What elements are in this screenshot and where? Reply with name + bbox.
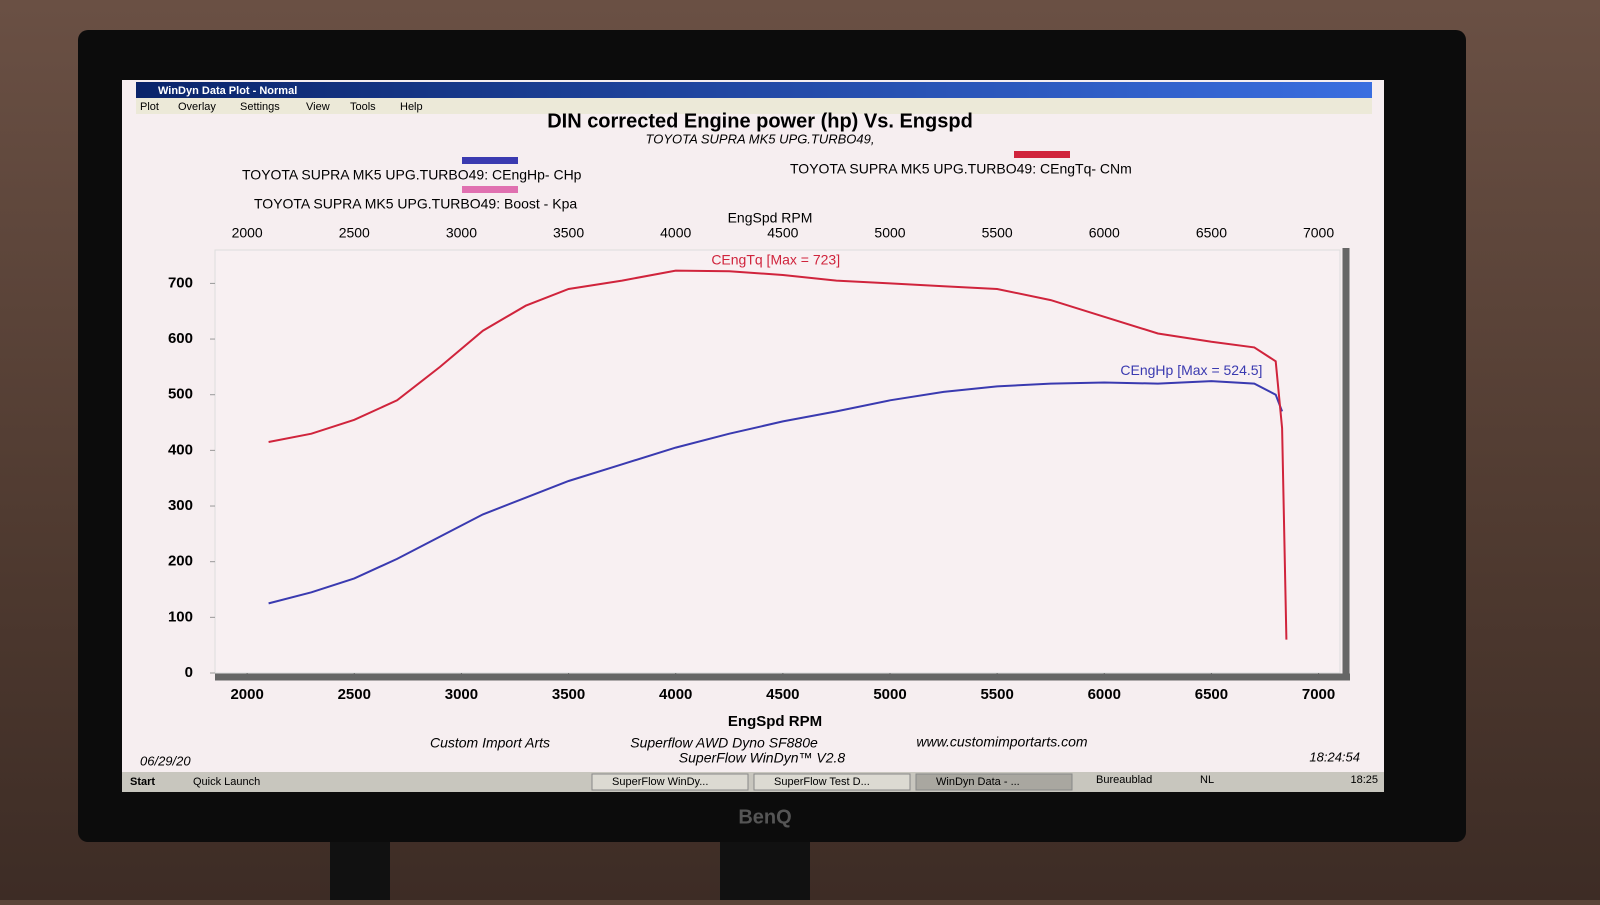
legend-label: TOYOTA SUPRA MK5 UPG.TURBO49: CEngTq- CN… <box>790 161 1132 177</box>
x-tick-label: 4000 <box>659 686 692 703</box>
menu-item[interactable]: Settings <box>240 101 280 113</box>
legend-swatch <box>462 186 518 193</box>
annotation: CEngHp [Max = 524.5] <box>1120 362 1262 378</box>
menu-bar <box>136 98 1372 114</box>
menu-item[interactable]: View <box>306 101 330 113</box>
x-tick-label: 5500 <box>980 686 1013 703</box>
x-tick-label: 4500 <box>766 686 799 703</box>
footer-time: 18:24:54 <box>1309 749 1360 764</box>
task-label[interactable]: SuperFlow WinDy... <box>612 776 708 788</box>
y-tick-label: 700 <box>168 274 193 291</box>
task-button[interactable] <box>915 773 1073 791</box>
y-tick-label: 400 <box>168 441 193 458</box>
x-top-tick-label: 4500 <box>767 225 798 241</box>
x-top-tick-label: 2000 <box>232 225 263 241</box>
legend-swatch <box>462 157 518 164</box>
x-tick-label: 2500 <box>338 686 371 703</box>
window-title: WinDyn Data Plot - Normal <box>158 85 297 97</box>
plot-area <box>214 249 1341 674</box>
title-bar <box>136 82 1372 98</box>
start-button[interactable]: Start <box>130 776 155 788</box>
menu-item[interactable]: Help <box>400 101 423 113</box>
y-tick-label: 200 <box>168 553 193 570</box>
x-tick-label: 3500 <box>552 686 585 703</box>
x-tick-label: 6000 <box>1088 686 1121 703</box>
y-tick-label: 0 <box>185 664 193 681</box>
taskbar <box>122 772 1384 792</box>
monitor-brand: BenQ <box>738 806 791 828</box>
task-label[interactable]: WinDyn Data - ... <box>936 776 1020 788</box>
task-button[interactable] <box>591 773 749 791</box>
quick-launch: Quick Launch <box>193 776 260 788</box>
chart-title: DIN corrected Engine power (hp) Vs. Engs… <box>547 110 973 132</box>
task-button[interactable] <box>753 773 911 791</box>
x-tick-label: 7000 <box>1302 686 1335 703</box>
annotation: CEngTq [Max = 723] <box>711 251 840 267</box>
legend-label: TOYOTA SUPRA MK5 UPG.TURBO49: Boost - Kp… <box>254 196 577 212</box>
menu-item[interactable]: Plot <box>140 101 159 113</box>
x-tick-label: 3000 <box>445 686 478 703</box>
menu-item[interactable]: Tools <box>350 101 376 113</box>
task-label[interactable]: SuperFlow Test D... <box>774 776 870 788</box>
y-tick-label: 100 <box>168 608 193 625</box>
series-line <box>268 380 1284 605</box>
x-top-tick-label: 6000 <box>1089 225 1120 241</box>
legend-swatch <box>1014 151 1070 158</box>
x-top-tick-label: 5500 <box>982 225 1013 241</box>
x-top-tick-label: 7000 <box>1303 225 1334 241</box>
desktop-toolbar[interactable]: Bureaublad <box>1096 774 1152 786</box>
y-tick-label: 600 <box>168 330 193 347</box>
series-line <box>268 269 1288 640</box>
x-top-tick-label: 3500 <box>553 225 584 241</box>
x-top-tick-label: 6500 <box>1196 225 1227 241</box>
legend-label: TOYOTA SUPRA MK5 UPG.TURBO49: CEngHp- CH… <box>242 167 582 183</box>
x-top-tick-label: 2500 <box>339 225 370 241</box>
chart-subtitle: TOYOTA SUPRA MK5 UPG.TURBO49, <box>646 131 875 146</box>
language[interactable]: NL <box>1200 774 1214 786</box>
y-tick-label: 500 <box>168 386 193 403</box>
x-top-tick-label: 3000 <box>446 225 477 241</box>
menu-item[interactable]: Overlay <box>178 101 216 113</box>
y-tick-label: 300 <box>168 497 193 514</box>
x-tick-label: 2000 <box>230 686 263 703</box>
footer-website: www.customimportarts.com <box>916 734 1087 750</box>
footer-software: SuperFlow WinDyn™ V2.8 <box>679 750 846 766</box>
x-top-tick-label: 4000 <box>660 225 691 241</box>
x-tick-label: 6500 <box>1195 686 1228 703</box>
x-tick-label: 5000 <box>873 686 906 703</box>
x-axis-label: EngSpd RPM <box>728 210 813 226</box>
footer-date: 06/29/20 <box>140 753 191 768</box>
x-axis-label: EngSpd RPM <box>728 713 822 730</box>
x-top-tick-label: 5000 <box>874 225 905 241</box>
footer-company: Custom Import Arts <box>430 735 550 751</box>
footer-dyno: Superflow AWD Dyno SF880e <box>630 735 818 751</box>
clock: 18:25 <box>1350 774 1378 786</box>
